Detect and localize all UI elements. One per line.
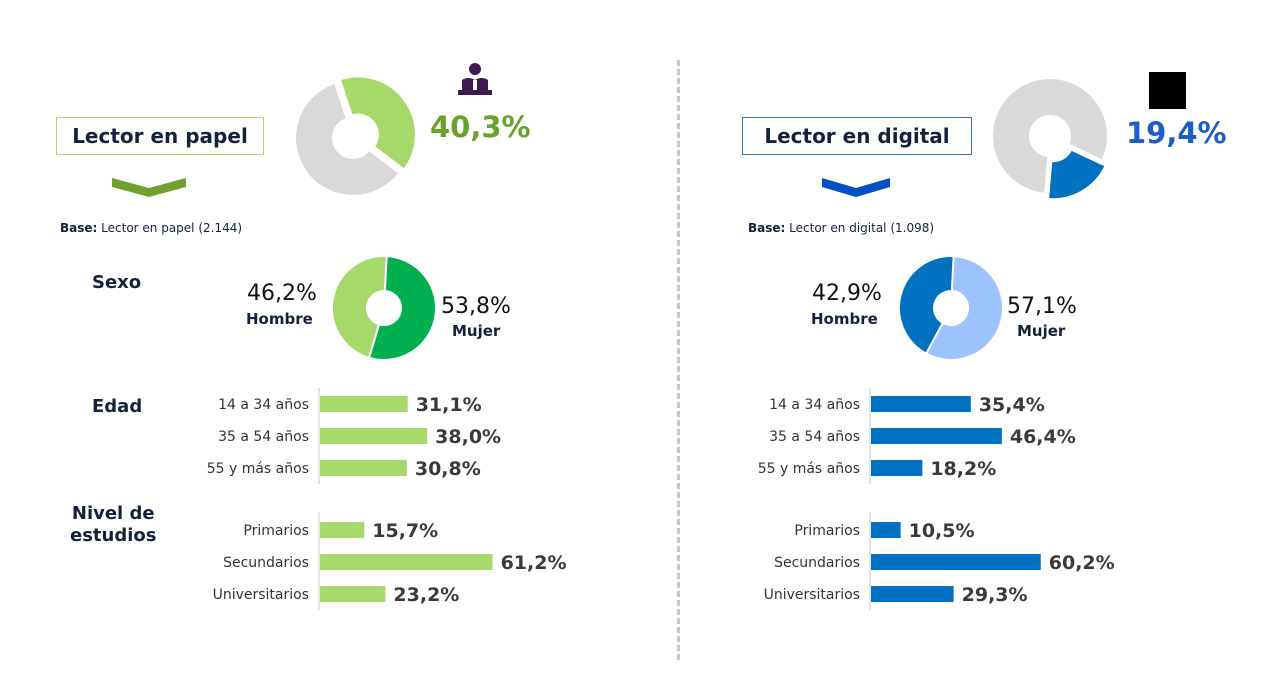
panel-title-digital: Lector en digital: [742, 117, 972, 155]
bar-category-label: 55 y más años: [207, 461, 309, 477]
share-donut-chart: [991, 77, 1109, 201]
panel-title-text: Lector en papel: [72, 124, 248, 148]
base-note: Base: Lector en digital (1.098): [748, 221, 935, 235]
bar-value-label: 31,1%: [416, 394, 482, 416]
panel-title-papel: Lector en papel: [56, 117, 264, 155]
bar: [320, 554, 493, 570]
bar: [320, 428, 428, 444]
donut-slice-rest: [991, 77, 1109, 195]
bar-value-label: 15,7%: [372, 520, 438, 542]
bar-category-label: Universitarios: [764, 587, 860, 603]
sex-slice-hombre: [898, 255, 955, 356]
bar-charts-digital: 14 a 34 años 35,4% 35 a 54 años 46,4% 55 y m…: [758, 388, 1115, 610]
chevron-down-icon: [822, 178, 890, 197]
bar: [871, 428, 1002, 444]
nivel-label: Nivel de estudios: [70, 503, 157, 546]
bar-category-label: 55 y más años: [758, 461, 860, 477]
donut-slice-rest: [294, 81, 401, 197]
bar-value-label: 10,5%: [909, 520, 975, 542]
hombre-percent: 42,9%: [812, 281, 882, 306]
bar-value-label: 29,3%: [962, 584, 1028, 606]
bar-value-label: 35,4%: [979, 394, 1045, 416]
base-note: Base: Lector en papel (2.144): [60, 221, 243, 235]
bar-value-label: 38,0%: [435, 426, 501, 448]
mujer-label: Mujer: [452, 322, 501, 340]
mujer-label: Mujer: [1017, 322, 1066, 340]
bar-value-label: 61,2%: [501, 552, 567, 574]
hombre-label: Hombre: [246, 310, 313, 328]
bar: [320, 460, 407, 476]
bar: [320, 522, 365, 538]
edad-label: Edad: [92, 396, 143, 417]
bar-category-label: 14 a 34 años: [218, 397, 309, 413]
bar: [871, 586, 954, 602]
sexo-label: Sexo: [92, 272, 142, 293]
mujer-percent: 57,1%: [1007, 294, 1077, 319]
panel-title-text: Lector en digital: [764, 124, 950, 148]
black-square-icon: [1149, 72, 1186, 109]
bar: [320, 396, 408, 412]
bar-category-label: 14 a 34 años: [769, 397, 860, 413]
panel-divider: [677, 60, 680, 660]
hombre-label: Hombre: [811, 310, 878, 328]
bar-value-label: 60,2%: [1049, 552, 1115, 574]
bar-value-label: 23,2%: [393, 584, 459, 606]
bar-category-label: Primarios: [794, 523, 860, 539]
share-donut-chart: [294, 75, 417, 197]
bar-charts-papel: 14 a 34 años 31,1% 35 a 54 años 38,0% 55 y m…: [207, 388, 567, 610]
hombre-percent: 46,2%: [247, 281, 317, 306]
chevron-down-icon: [112, 178, 186, 197]
bar: [871, 522, 901, 538]
bar-value-label: 18,2%: [930, 458, 996, 480]
bar-value-label: 30,8%: [415, 458, 481, 480]
sex-donut-chart: [898, 255, 1004, 361]
bar: [871, 554, 1041, 570]
headline-percent: 19,4%: [1126, 116, 1227, 150]
sex-slice-mujer: [924, 255, 1004, 361]
donut-slice-readers: [338, 75, 417, 171]
sex-slice-hombre: [331, 255, 388, 360]
bar: [320, 586, 386, 602]
mujer-percent: 53,8%: [441, 294, 511, 319]
bar-category-label: 35 a 54 años: [218, 429, 309, 445]
sex-slice-mujer: [367, 255, 437, 361]
headline-percent: 40,3%: [430, 110, 531, 144]
bar-category-label: Secundarios: [774, 555, 860, 571]
bar-value-label: 46,4%: [1010, 426, 1076, 448]
bar-category-label: Universitarios: [213, 587, 309, 603]
reader-icon: [458, 63, 492, 95]
bar: [871, 460, 923, 476]
bar-category-label: Secundarios: [223, 555, 309, 571]
sex-donut-chart: [331, 255, 437, 361]
bar-category-label: 35 a 54 años: [769, 429, 860, 445]
donut-slice-readers: [1047, 148, 1107, 201]
bar-category-label: Primarios: [243, 523, 309, 539]
bar: [871, 396, 971, 412]
